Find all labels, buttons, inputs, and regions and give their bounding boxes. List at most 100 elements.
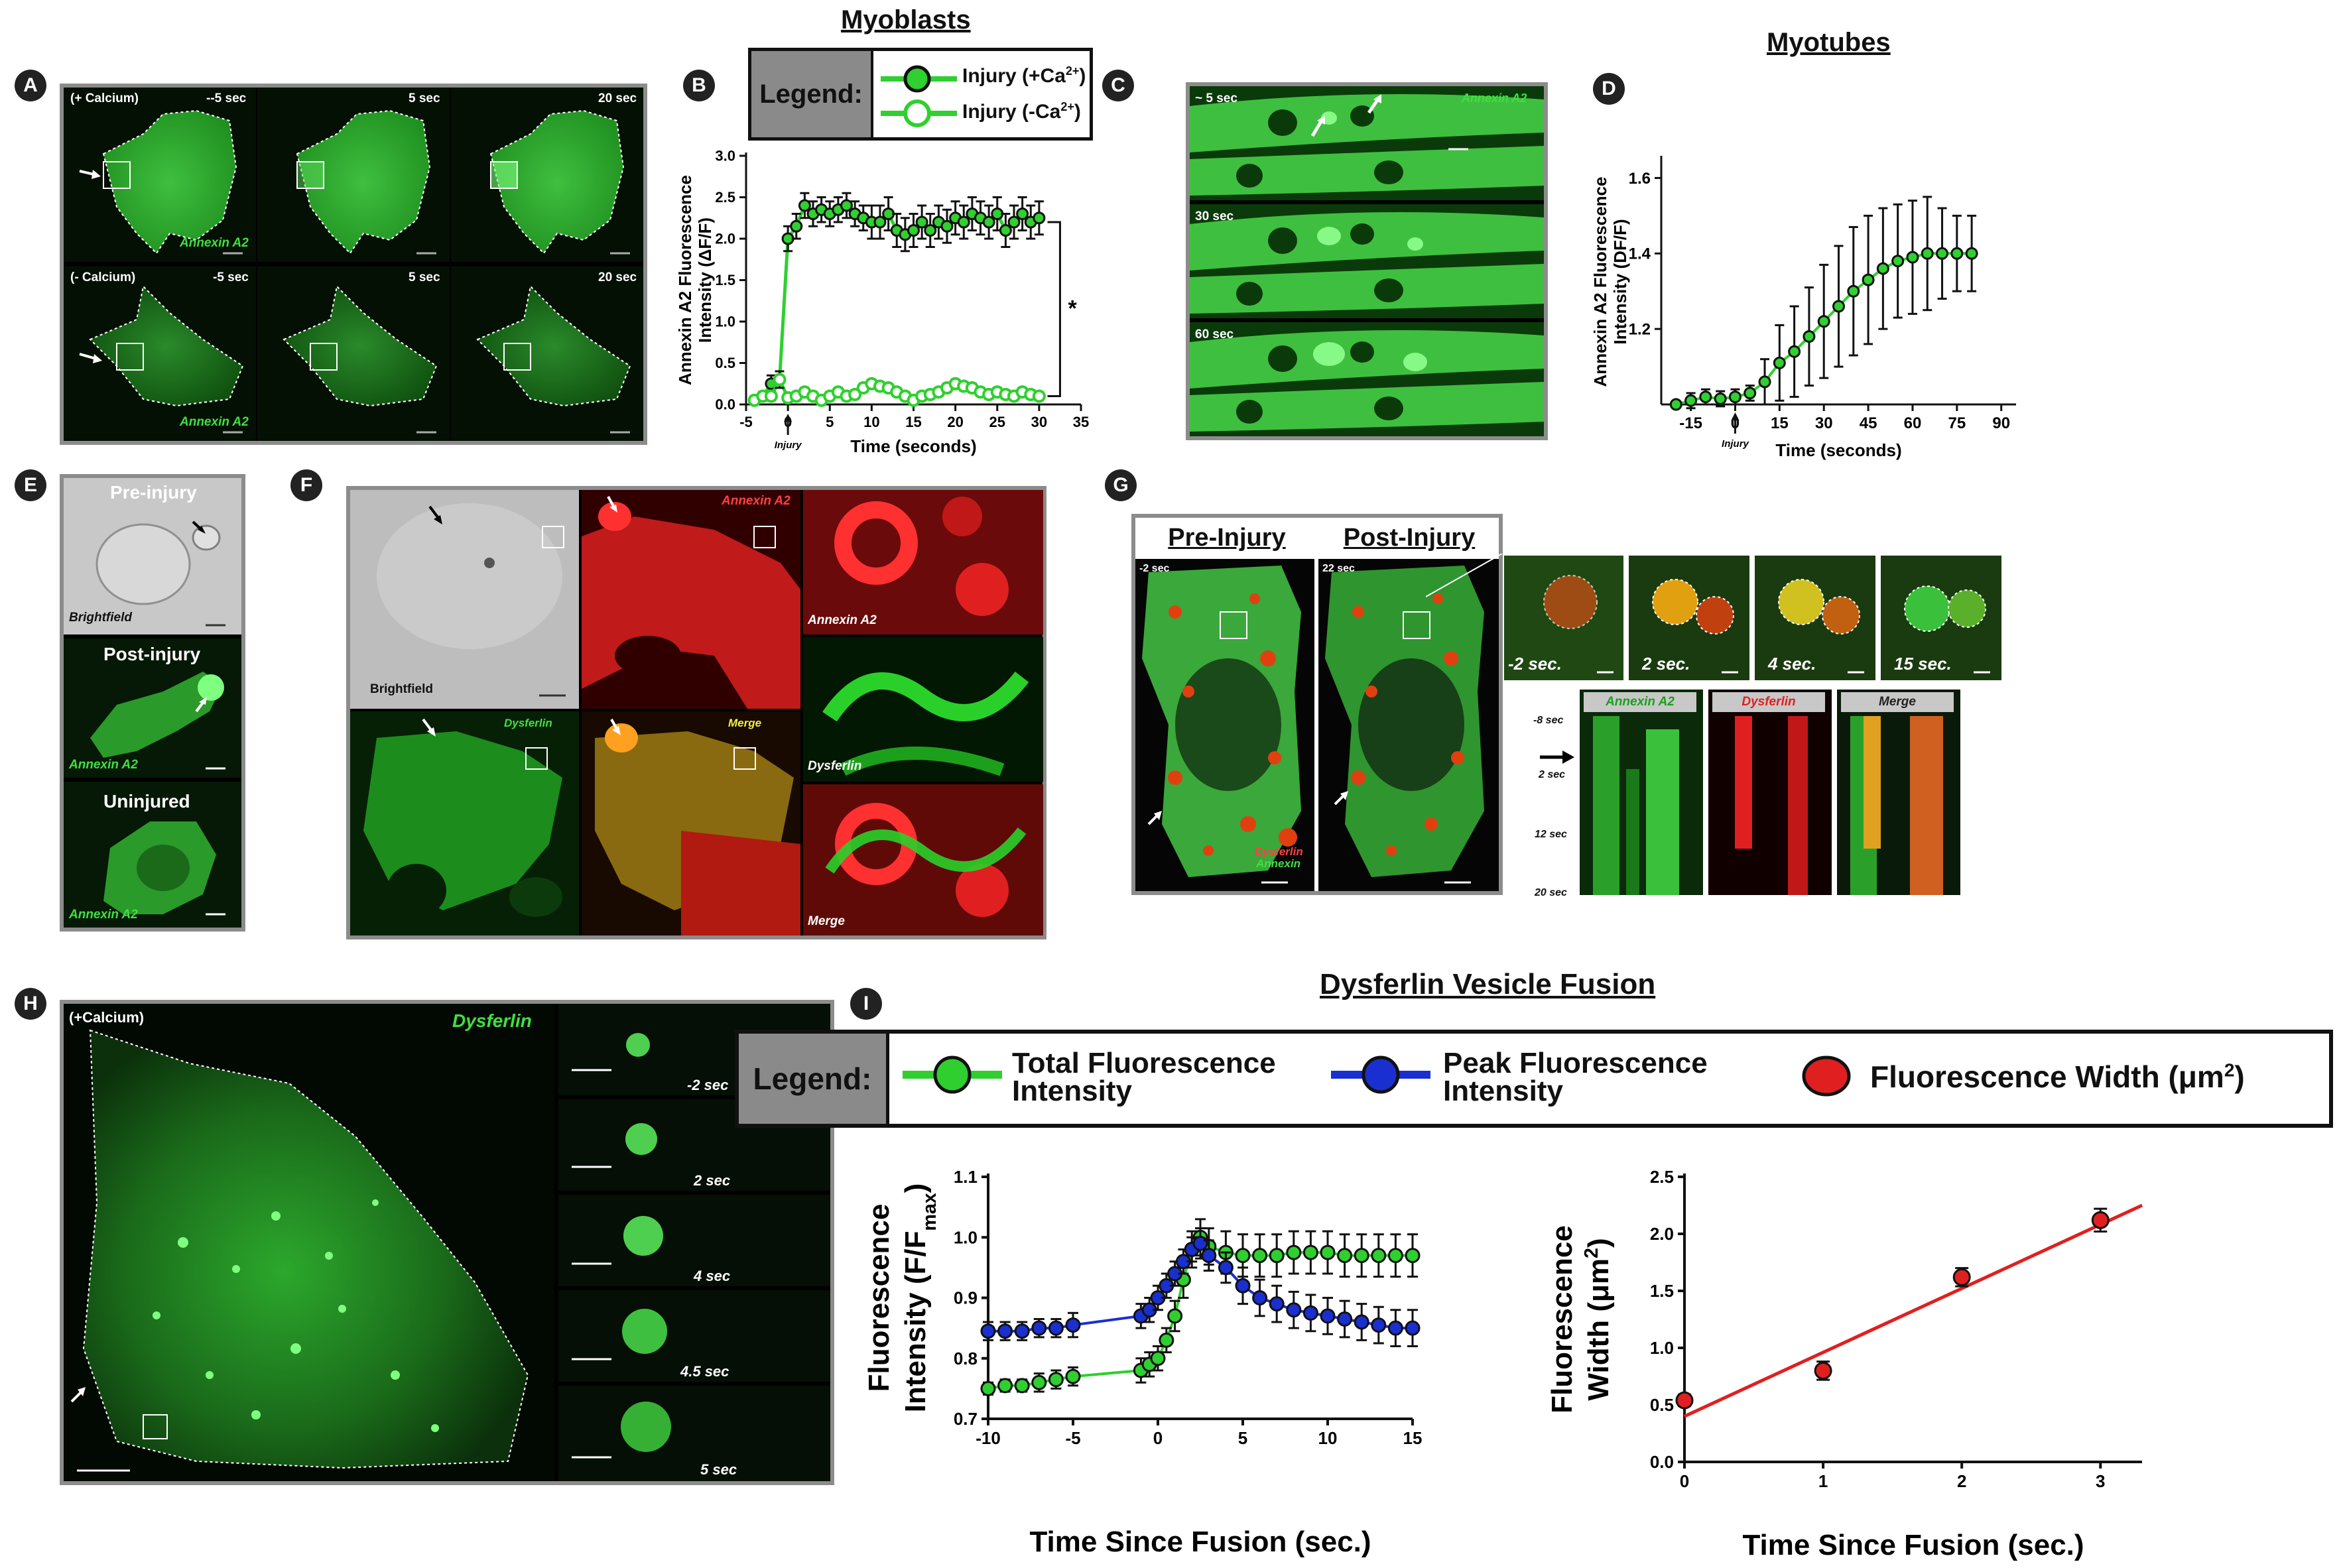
y-tick-label: 0.9	[954, 1288, 978, 1308]
x-tick-label: 0	[1153, 1428, 1163, 1448]
x-tick-label: 30	[1031, 414, 1047, 430]
myotubes-title: Myotubes	[1767, 28, 1891, 57]
data-point	[1286, 1302, 1302, 1318]
x-tick-label: 60	[1904, 414, 1922, 432]
panel-g-zoom-tile: 4 sec.	[1755, 556, 1875, 680]
data-point	[1405, 1248, 1421, 1264]
y-tick-label: 0.5	[1650, 1395, 1674, 1415]
injury-arrowhead-icon	[784, 414, 792, 422]
panel-a-row1-time: 20 sec	[598, 91, 637, 105]
y-tick-label: 1.2	[1629, 321, 1651, 339]
data-point	[1921, 247, 1934, 260]
y-axis-label: Fluorescence	[863, 1204, 895, 1392]
y-tick-label: 3.0	[715, 148, 735, 164]
data-point	[1862, 273, 1875, 286]
data-point	[1031, 1374, 1047, 1390]
data-point	[781, 232, 794, 245]
panel-a-row2-time: -5 sec	[213, 271, 249, 284]
panel-h-zoom-time: 2 sec	[694, 1172, 731, 1189]
panel-c-marker: Annexin A2	[1462, 91, 1527, 105]
data-point	[1014, 1323, 1030, 1339]
data-point	[1269, 1248, 1285, 1264]
panel-i-legend: Legend: Total Fluorescence Intensity Peak…	[735, 1030, 2333, 1128]
x-tick-label: 45	[1860, 414, 1877, 432]
data-point	[1269, 1296, 1285, 1312]
x-tick-label: 35	[1073, 414, 1089, 430]
data-point	[1159, 1332, 1174, 1348]
injury-arrowhead-icon	[1731, 412, 1740, 420]
x-tick-label: 15	[1771, 414, 1789, 432]
data-point	[764, 389, 778, 403]
data-point	[840, 199, 853, 212]
panel-e-frame: Pre-injury Brightfield Post-injury Annex…	[60, 474, 245, 932]
panel-label-h: H	[15, 988, 46, 1020]
panel-i-legend-item3: Fluorescence Width (μm2)	[1870, 1059, 2245, 1094]
data-point	[1016, 208, 1029, 220]
x-tick-label: -5	[1065, 1428, 1080, 1448]
significance-label: *	[1068, 296, 1077, 321]
data-point	[1965, 247, 1978, 260]
panel-a-row2-time: 5 sec	[409, 271, 440, 284]
x-axis-label: Time (seconds)	[1775, 440, 1901, 460]
panel-g-frame: Pre-Injury Post-Injury -2 sec Dysferlin …	[1131, 514, 1503, 895]
panel-g-zoom-time: 4 sec.	[1768, 654, 1816, 674]
panel-b-chart: 0.00.51.01.52.02.53.0-505101520253035Tim…	[676, 148, 1089, 456]
panel-f-merge-label: Merge	[728, 717, 762, 729]
panel-i-left-chart: 0.7 0.8 0.9 1.0 1.1 -10 -5 0 5 10 15 Time Since Fus…	[863, 1167, 1422, 1558]
panel-e-brightfield-label: Brightfield	[69, 611, 132, 625]
panel-g-zoom-tile: -2 sec.	[1504, 556, 1623, 680]
panel-e-pre-label: Pre-injury	[110, 482, 197, 503]
panel-h-marker: Dysferlin	[452, 1010, 532, 1031]
y-tick-label: 2.0	[715, 231, 735, 247]
panel-b-legend-head: Legend:	[751, 51, 871, 137]
x-tick-label: 25	[989, 414, 1005, 430]
panel-i-legend-swatch-red	[1802, 1055, 1851, 1097]
panel-g-kymo-merge: Merge	[1837, 690, 1960, 895]
x-tick-label: 0	[1680, 1471, 1689, 1491]
data-point	[1302, 1244, 1318, 1260]
data-point	[1354, 1248, 1369, 1264]
panel-b-legend: Legend: Injury (+Ca2+) Injury (-Ca2+)	[748, 48, 1093, 141]
x-axis-label: Time (seconds)	[850, 436, 976, 456]
data-point	[1832, 300, 1845, 313]
series-1	[747, 370, 1046, 407]
panel-h-zoom-time: 5 sec	[700, 1461, 737, 1478]
panel-c-time: 30 sec	[1195, 210, 1234, 223]
data-point	[980, 1323, 996, 1339]
data-point	[1891, 255, 1905, 268]
panel-f-zoom-dysferlin-label: Dysferlin	[808, 759, 862, 773]
series-1	[980, 1227, 1421, 1347]
panel-i-legend-swatch-green	[903, 1055, 1002, 1094]
panel-e-post-label: Post-injury	[103, 644, 201, 664]
panel-g-zoom-time: -2 sec.	[1508, 654, 1562, 674]
x-tick-label: 90	[1992, 414, 2010, 432]
data-point	[980, 1380, 996, 1396]
data-point	[1286, 1244, 1302, 1260]
data-point	[882, 208, 895, 220]
panel-e-marker-1: Annexin A2	[69, 758, 138, 772]
y-axis-label: Annexin A2 Fluorescence	[1592, 177, 1610, 387]
panel-b-legend-item2: Injury (-Ca2+)	[962, 100, 1081, 123]
panel-f-zoom-merge-label: Merge	[808, 914, 845, 928]
data-point	[915, 215, 928, 229]
y-tick-label: 1.5	[715, 272, 735, 288]
panel-a-row1-time: --5 sec	[206, 91, 247, 105]
data-point	[1150, 1351, 1166, 1366]
data-point	[1354, 1314, 1369, 1330]
data-point	[1371, 1248, 1387, 1264]
data-point	[1952, 1268, 1971, 1286]
panel-g-kymo-time: 12 sec	[1535, 829, 1567, 840]
x-axis-label: Time Since Fusion (sec.)	[1029, 1526, 1371, 1558]
y-axis-label: Intensity (ΔF/F)	[695, 217, 715, 343]
data-point	[1817, 315, 1830, 328]
data-point	[1320, 1308, 1336, 1324]
y-tick-label: 1.6	[1629, 170, 1651, 188]
panel-label-c: C	[1102, 70, 1134, 101]
data-point	[982, 215, 995, 229]
panel-f-brightfield-label: Brightfield	[370, 682, 433, 696]
panel-g-kymo-time: 20 sec	[1535, 887, 1567, 898]
myoblasts-title: Myoblasts	[841, 5, 971, 34]
data-point	[940, 219, 954, 233]
data-point	[1201, 1248, 1217, 1264]
data-point	[1235, 1278, 1251, 1294]
